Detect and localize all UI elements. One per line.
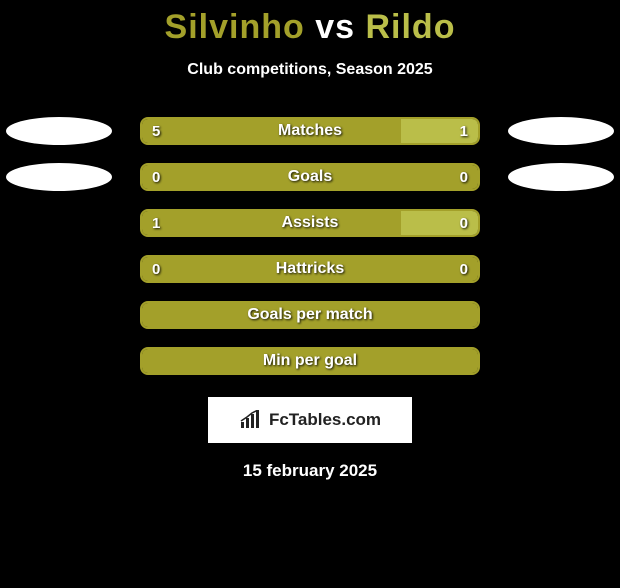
stat-bar-fill-left (142, 303, 478, 327)
chart-icon (239, 410, 263, 430)
stat-bar: Min per goal (140, 347, 480, 375)
stat-bar-fill-left (142, 257, 478, 281)
stat-row: 00Hattricks (0, 255, 620, 283)
team-badge-right (508, 117, 614, 145)
stat-value-right: 1 (460, 119, 468, 143)
stat-value-right: 0 (460, 257, 468, 281)
team-badge-left (6, 163, 112, 191)
stat-bar: 51Matches (140, 117, 480, 145)
attribution-text: FcTables.com (269, 410, 381, 430)
vs-text: vs (315, 8, 355, 46)
stat-bar-fill-left (142, 165, 478, 189)
stat-row: 00Goals (0, 163, 620, 191)
stat-bar: Goals per match (140, 301, 480, 329)
comparison-date: 15 february 2025 (0, 461, 620, 481)
stat-row: 10Assists (0, 209, 620, 237)
stat-value-left: 5 (152, 119, 160, 143)
player-left-name: Silvinho (165, 8, 305, 46)
stat-bar-fill-left (142, 211, 401, 235)
comparison-title: Silvinho vs Rildo (0, 8, 620, 47)
stat-value-left: 0 (152, 257, 160, 281)
stat-value-left: 1 (152, 211, 160, 235)
stat-value-right: 0 (460, 211, 468, 235)
stat-row: Min per goal (0, 347, 620, 375)
stat-value-right: 0 (460, 165, 468, 189)
stat-row: 51Matches (0, 117, 620, 145)
team-badge-right (508, 163, 614, 191)
stat-bar: 00Goals (140, 163, 480, 191)
stat-row: Goals per match (0, 301, 620, 329)
player-right-name: Rildo (365, 8, 455, 46)
stat-bar-fill-left (142, 119, 401, 143)
stat-value-left: 0 (152, 165, 160, 189)
team-badge-left (6, 117, 112, 145)
stat-rows: 51Matches00Goals10Assists00HattricksGoal… (0, 117, 620, 375)
stat-bar: 00Hattricks (140, 255, 480, 283)
comparison-subtitle: Club competitions, Season 2025 (0, 61, 620, 79)
stat-bar: 10Assists (140, 209, 480, 237)
attribution-box: FcTables.com (208, 397, 412, 443)
stat-bar-fill-left (142, 349, 478, 373)
